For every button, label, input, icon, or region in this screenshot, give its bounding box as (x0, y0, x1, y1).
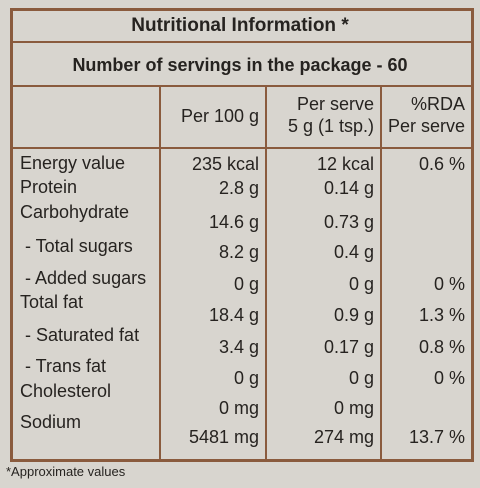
rule (10, 147, 474, 149)
cell: 0 mg (333, 398, 374, 418)
column-header: Per serve (296, 94, 374, 114)
rule (380, 85, 382, 461)
cell: 0.9 g (333, 305, 374, 325)
row-label: - Trans fat (20, 356, 107, 376)
row-label: Total fat (20, 292, 84, 312)
row-label: Sodium (20, 412, 82, 432)
cell: 0.8 % (418, 337, 465, 357)
cell: 0.73 g (323, 212, 374, 232)
cell: 18.4 g (208, 305, 259, 325)
rule (265, 85, 267, 461)
row-label: - Total sugars (20, 236, 133, 256)
row-label: - Saturated fat (20, 325, 140, 345)
cell: 13.7 % (408, 427, 465, 447)
cell: 0.14 g (323, 178, 374, 198)
cell: 0 g (233, 274, 259, 294)
cell: 0 g (348, 274, 374, 294)
cell: 3.4 g (218, 337, 259, 357)
row-label: Protein (20, 177, 78, 197)
cell: 14.6 g (208, 212, 259, 232)
cell: 1.3 % (418, 305, 465, 325)
cell: 0 % (433, 274, 465, 294)
rule (10, 85, 474, 87)
cell: 2.8 g (218, 178, 259, 198)
cell: 274 mg (313, 427, 374, 447)
column-header: Per 100 g (180, 106, 259, 126)
border (471, 8, 474, 462)
cell: 0 % (433, 368, 465, 388)
row-label: Cholesterol (20, 381, 112, 401)
row-label: Energy value (20, 153, 126, 173)
border (10, 8, 13, 462)
cell: 235 kcal (191, 154, 259, 174)
footnote: *Approximate values (6, 464, 126, 479)
cell: 0 mg (218, 398, 259, 418)
column-header: Per serve (387, 116, 465, 136)
rule (159, 85, 161, 461)
cell: 0 g (233, 368, 259, 388)
column-header: 5 g (1 tsp.) (287, 116, 374, 136)
cell: 0.17 g (323, 337, 374, 357)
cell: 12 kcal (316, 154, 374, 174)
cell: 0.4 g (333, 242, 374, 262)
column-header: %RDA (410, 94, 465, 114)
cell: 8.2 g (218, 242, 259, 262)
title: Nutritional Information * (131, 15, 349, 36)
row-label: - Added sugars (20, 268, 147, 288)
rule (10, 41, 474, 43)
border (10, 8, 474, 11)
row-label: Carbohydrate (20, 202, 130, 222)
border (10, 459, 474, 462)
cell: 5481 mg (188, 427, 259, 447)
cell: 0 g (348, 368, 374, 388)
servings: Number of servings in the package - 60 (72, 55, 408, 75)
cell: 0.6 % (418, 154, 465, 174)
